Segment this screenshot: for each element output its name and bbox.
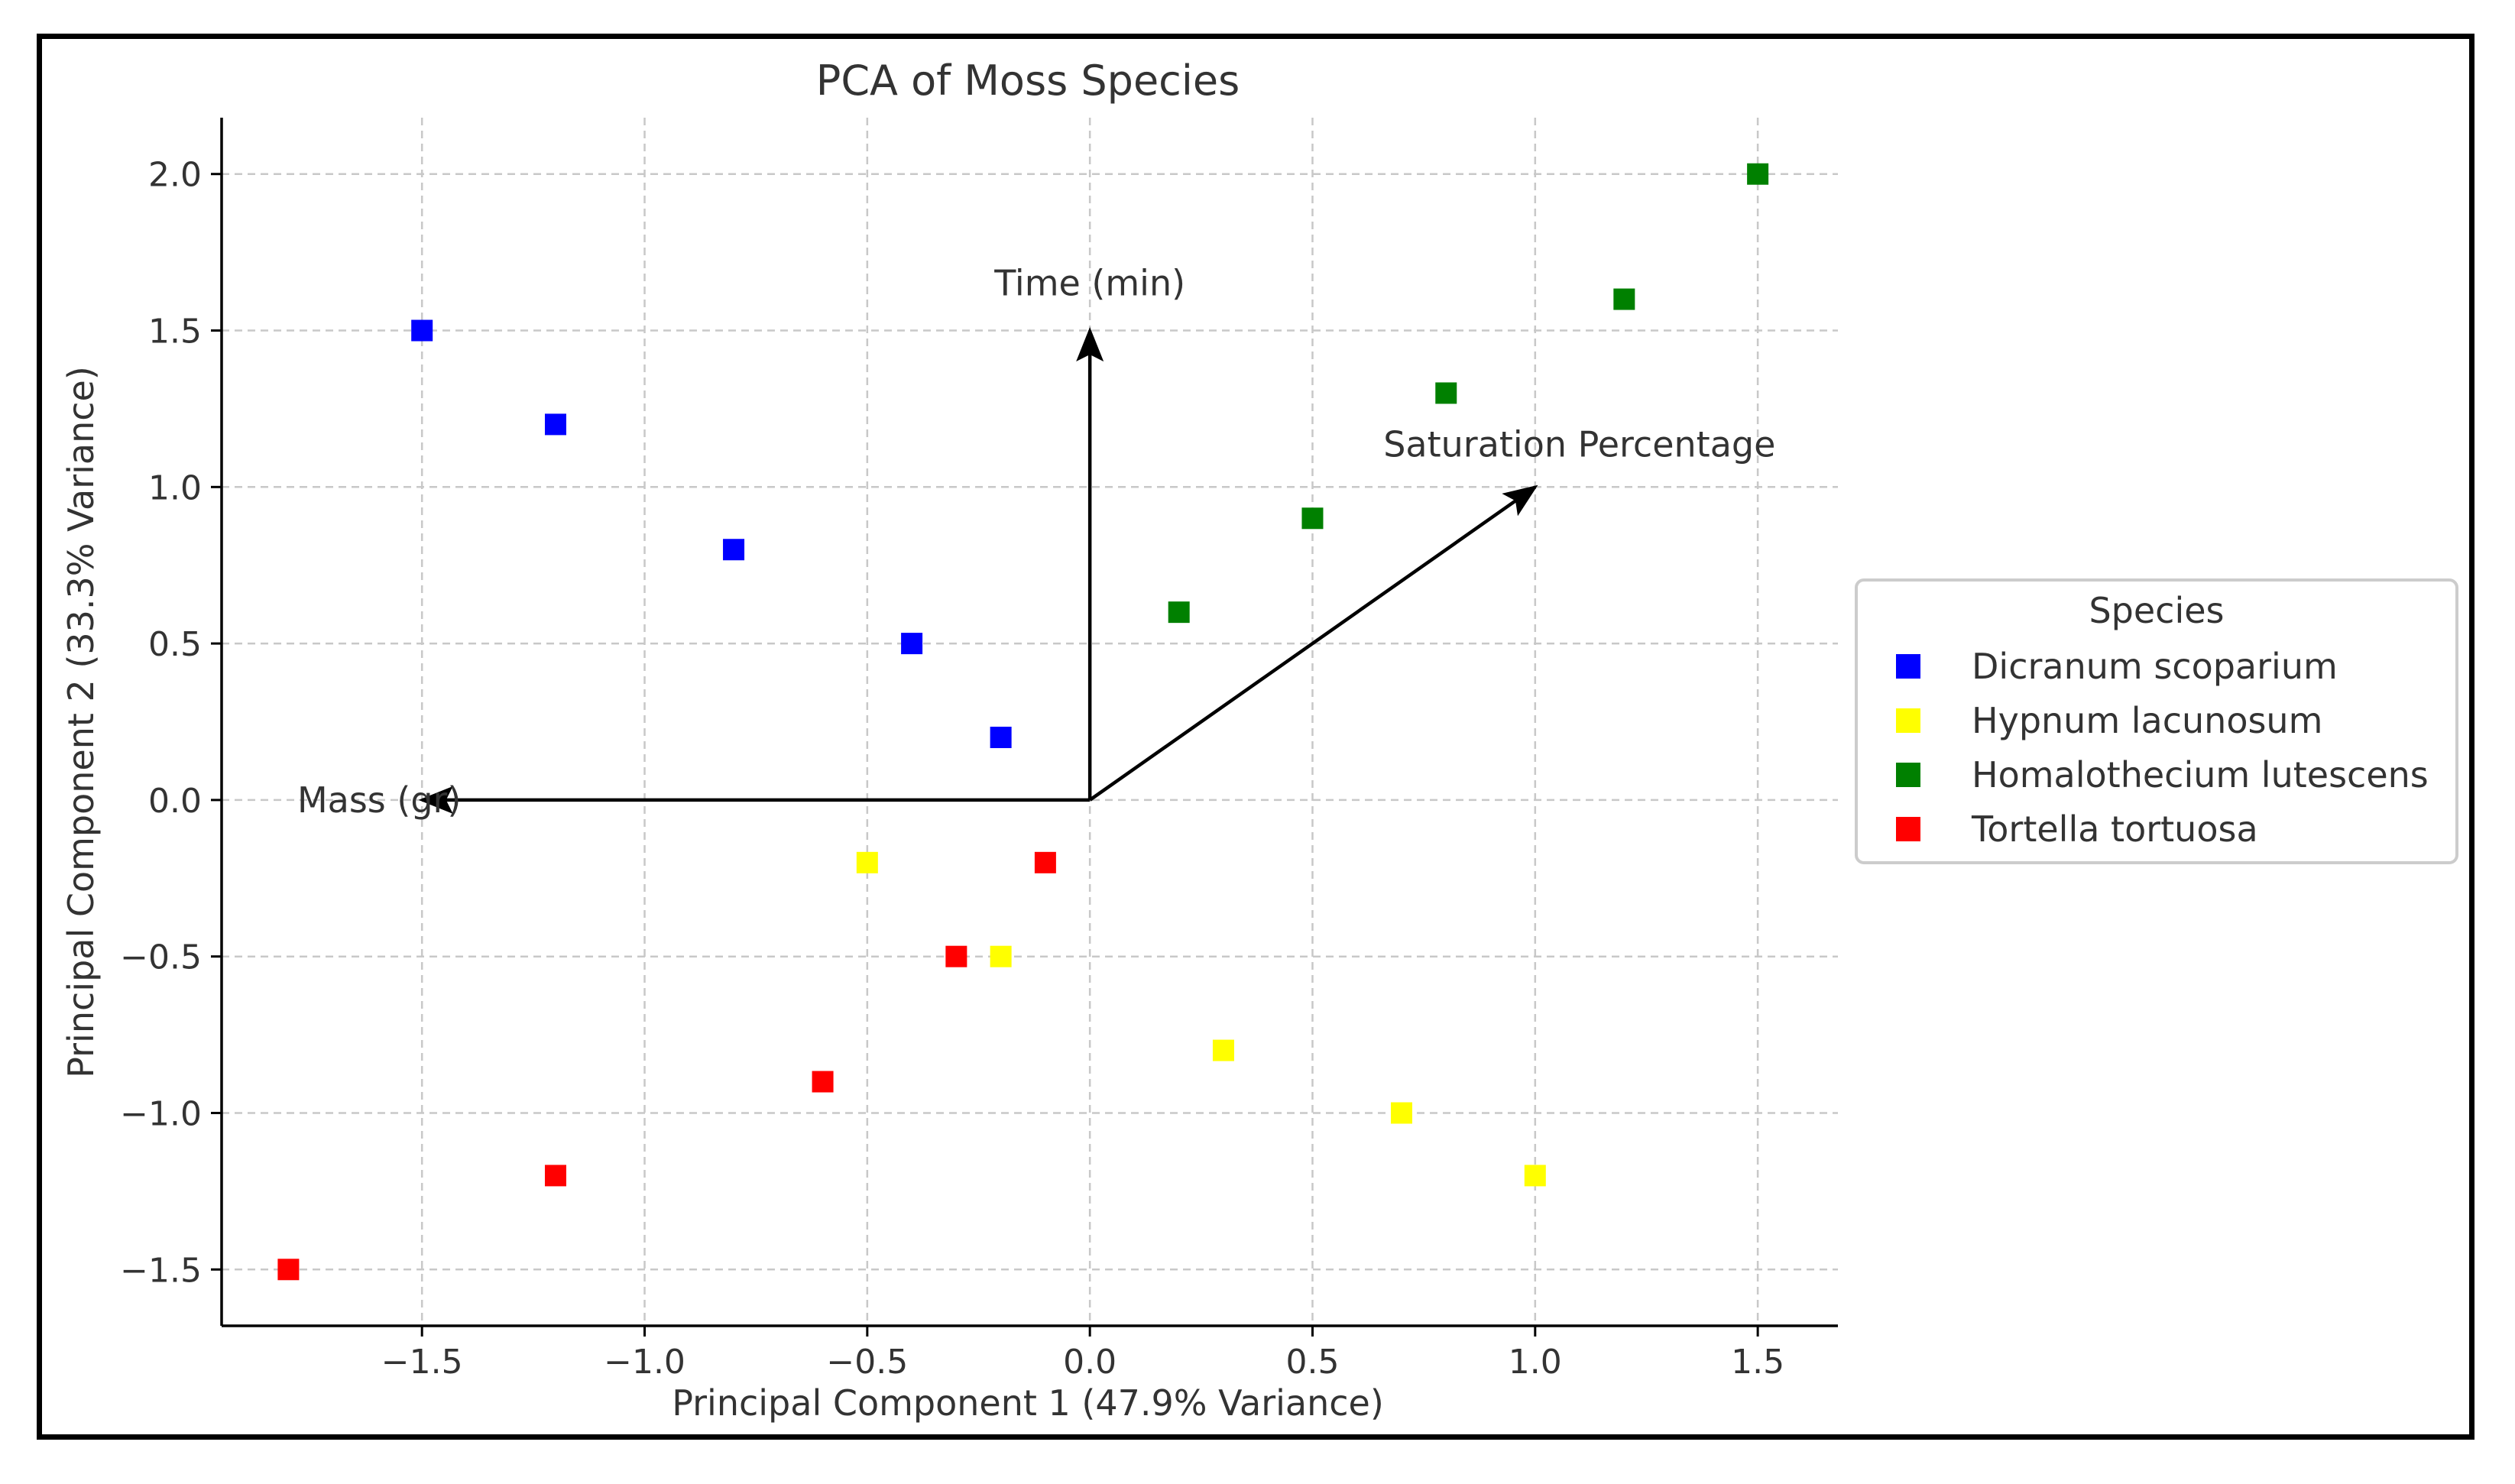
loading-arrow-saturation-percentage [1088, 484, 1538, 802]
point-homalothecium-lutescens [1747, 163, 1769, 185]
legend-items: Dicranum scoparium Hypnum lacunosum Homalo… [1896, 646, 2429, 850]
point-homalothecium-lutescens [1168, 601, 1190, 624]
legend-marker-hypnum-lacunosum [1896, 708, 1920, 733]
legend-title: Species [2089, 590, 2224, 631]
y-tick-label: −1.0 [120, 1094, 202, 1133]
legend-box [1855, 578, 2458, 864]
point-hypnum-lacunosum [1391, 1102, 1413, 1124]
x-tick-label: −1.5 [381, 1343, 463, 1382]
point-homalothecium-lutescens [1301, 507, 1324, 530]
point-hypnum-lacunosum [990, 945, 1012, 967]
loading-label-mass-gr: Mass (gr) [297, 779, 461, 821]
loading-label-saturation-percentage: Saturation Percentage [1383, 423, 1775, 465]
x-tick-label: 0.5 [1285, 1343, 1339, 1382]
loading-arrows: Time (min) Saturation Percentage Mass (gr) [297, 263, 1775, 821]
y-tick-label: 2.0 [148, 156, 202, 195]
point-tortella-tortuosa [945, 945, 967, 967]
x-tick-label: 0.0 [1063, 1343, 1117, 1382]
point-dicranum-scoparium [544, 413, 566, 436]
x-tick-label: −0.5 [826, 1343, 908, 1382]
point-tortella-tortuosa [277, 1259, 300, 1281]
y-tick-label: −0.5 [120, 938, 202, 977]
chart-title: PCA of Moss Species [816, 57, 1240, 105]
legend-label-homalothecium-lutescens: Homalothecium lutescens [1972, 754, 2429, 795]
point-hypnum-lacunosum [1524, 1165, 1546, 1187]
y-tick-label: −1.5 [120, 1251, 202, 1290]
point-homalothecium-lutescens [1435, 382, 1457, 404]
point-dicranum-scoparium [411, 319, 433, 342]
x-axis-label: Principal Component 1 (47.9% Variance) [672, 1382, 1384, 1424]
point-tortella-tortuosa [544, 1165, 566, 1187]
point-homalothecium-lutescens [1613, 288, 1635, 310]
loading-label-time-min: Time (min) [993, 263, 1185, 304]
legend-marker-tortella-tortuosa [1896, 817, 1920, 841]
point-dicranum-scoparium [901, 633, 923, 655]
legend-label-hypnum-lacunosum: Hypnum lacunosum [1972, 700, 2322, 741]
y-tick-label: 1.5 [148, 313, 202, 352]
point-hypnum-lacunosum [856, 851, 878, 873]
point-tortella-tortuosa [1034, 851, 1056, 873]
y-tick-label: 1.0 [148, 468, 202, 507]
data-points [277, 163, 1769, 1281]
legend-marker-dicranum-scoparium [1896, 654, 1920, 679]
point-tortella-tortuosa [812, 1071, 834, 1093]
x-tick-label: 1.5 [1731, 1343, 1784, 1382]
y-axis-label: Principal Component 2 (33.3% Variance) [60, 366, 102, 1078]
y-tick-label: 0.0 [148, 782, 202, 821]
axes: −1.5 −1.0 −0.5 0.0 0.5 1.0 1.5 −1.5 −1.0 −0.5 0.0 0… [120, 118, 1838, 1382]
point-dicranum-scoparium [723, 539, 745, 561]
legend-label-tortella-tortuosa: Tortella tortuosa [1971, 808, 2258, 850]
point-hypnum-lacunosum [1212, 1039, 1234, 1061]
x-tick-label: 1.0 [1509, 1343, 1562, 1382]
x-tick-label: −1.0 [604, 1343, 685, 1382]
legend-marker-homalothecium-lutescens [1896, 763, 1920, 787]
legend: Species Dicranum scoparium Hypnum lacunos… [1855, 578, 2458, 864]
point-dicranum-scoparium [990, 726, 1012, 748]
legend-label-dicranum-scoparium: Dicranum scoparium [1972, 646, 2338, 687]
y-tick-label: 0.5 [148, 625, 202, 664]
